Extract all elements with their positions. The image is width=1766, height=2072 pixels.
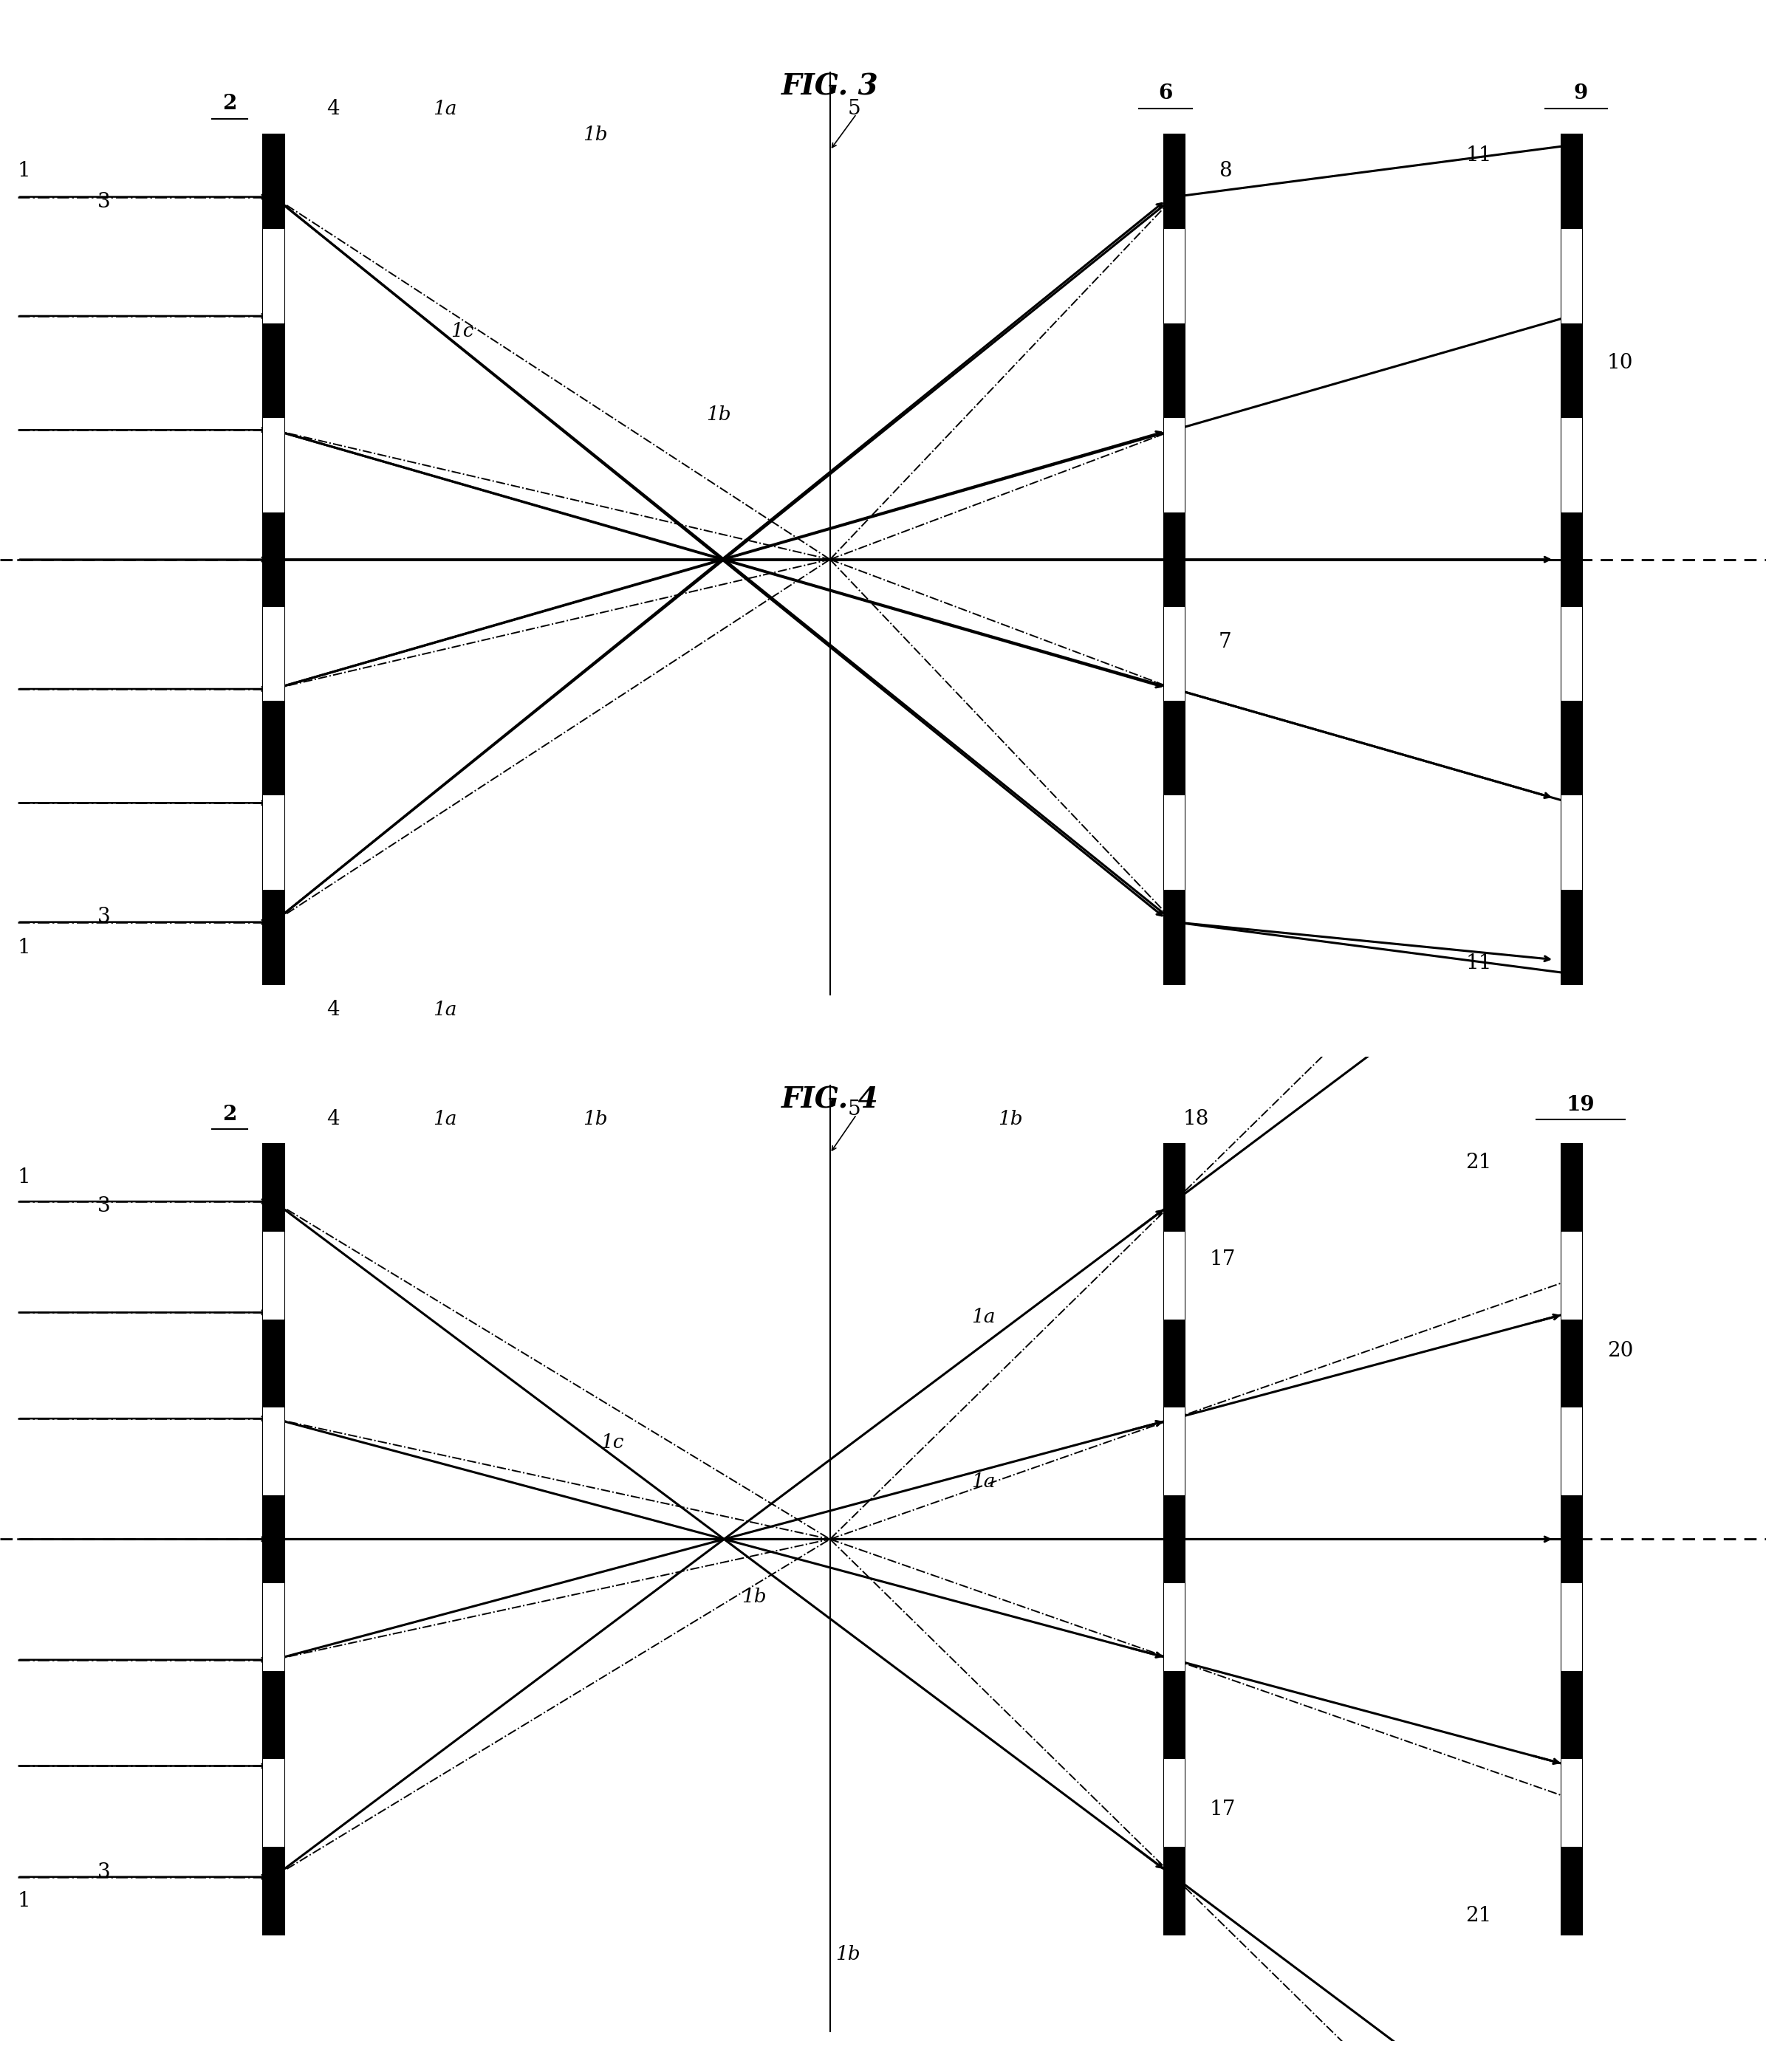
Bar [263, 1583, 284, 1670]
Text: 11: 11 [1466, 145, 1492, 166]
Text: 3: 3 [97, 1196, 109, 1216]
Text: 5: 5 [848, 99, 860, 118]
Bar [1561, 796, 1582, 889]
Text: 1a: 1a [971, 1307, 996, 1326]
Text: 17: 17 [1210, 1249, 1236, 1270]
Bar [1561, 1144, 1582, 1935]
Text: 1c: 1c [600, 1434, 623, 1452]
Bar [1164, 796, 1185, 889]
Bar [263, 419, 284, 512]
Bar [1561, 1583, 1582, 1670]
Bar [1164, 1144, 1185, 1935]
Text: 7: 7 [1219, 632, 1231, 653]
Text: 8: 8 [1219, 162, 1231, 180]
Bar [263, 230, 284, 323]
Bar [263, 1759, 284, 1846]
Text: FIG. 3: FIG. 3 [781, 73, 879, 102]
Bar [263, 796, 284, 889]
Text: 1: 1 [18, 1892, 30, 1910]
Text: 2: 2 [223, 1104, 237, 1125]
Text: 1b: 1b [742, 1587, 766, 1606]
Bar [1164, 419, 1185, 512]
Bar [1164, 1583, 1185, 1670]
Bar [1561, 230, 1582, 323]
Bar [1164, 135, 1185, 984]
Text: 6: 6 [1158, 83, 1173, 104]
Text: 9: 9 [1574, 83, 1588, 104]
Bar [263, 607, 284, 700]
Text: FIG. 4: FIG. 4 [781, 1086, 879, 1115]
Bar [1164, 607, 1185, 700]
Text: 17: 17 [1210, 1798, 1236, 1819]
Text: 1: 1 [18, 939, 30, 957]
Bar [1561, 607, 1582, 700]
Text: 4: 4 [327, 99, 339, 118]
Text: 1a: 1a [971, 1471, 996, 1490]
Bar [1561, 1407, 1582, 1496]
Bar [1164, 1407, 1185, 1496]
Bar [1164, 1231, 1185, 1320]
Text: 21: 21 [1466, 1152, 1492, 1173]
Text: 1a: 1a [433, 1001, 457, 1019]
Text: 10: 10 [1607, 352, 1634, 373]
Text: 1c: 1c [450, 323, 473, 340]
Text: 1: 1 [18, 1167, 30, 1187]
Text: 1b: 1b [998, 1111, 1023, 1129]
Text: 3: 3 [97, 908, 109, 926]
Text: 1: 1 [18, 162, 30, 180]
Bar [263, 1231, 284, 1320]
Bar [1561, 419, 1582, 512]
Text: 1b: 1b [583, 126, 608, 143]
Text: 2: 2 [223, 93, 237, 114]
Text: 18: 18 [1183, 1109, 1210, 1129]
Bar [1561, 1759, 1582, 1846]
Bar [263, 1407, 284, 1496]
Bar [1561, 135, 1582, 984]
Text: 4: 4 [327, 1001, 339, 1019]
Text: 1b: 1b [835, 1946, 860, 1964]
Text: 3: 3 [97, 193, 109, 211]
Text: 19: 19 [1566, 1094, 1595, 1115]
Text: 1b: 1b [583, 1111, 608, 1129]
Text: 1b: 1b [706, 406, 731, 423]
Bar [1164, 230, 1185, 323]
Text: 5: 5 [848, 1100, 860, 1119]
Bar [263, 135, 284, 984]
Text: 21: 21 [1466, 1906, 1492, 1925]
Bar [1164, 1759, 1185, 1846]
Text: 1a: 1a [433, 1111, 457, 1129]
Text: 1a: 1a [433, 99, 457, 118]
Text: 20: 20 [1607, 1341, 1634, 1361]
Bar [263, 1144, 284, 1935]
Text: 11: 11 [1466, 953, 1492, 974]
Bar [1561, 1231, 1582, 1320]
Text: 4: 4 [327, 1109, 339, 1129]
Text: 3: 3 [97, 1863, 109, 1881]
